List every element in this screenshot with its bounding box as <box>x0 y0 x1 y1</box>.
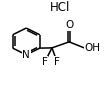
Text: HCl: HCl <box>50 1 71 14</box>
Text: OH: OH <box>85 43 101 53</box>
Text: F: F <box>54 57 60 67</box>
Text: F: F <box>42 57 48 67</box>
Text: N: N <box>22 50 30 60</box>
Text: O: O <box>65 21 73 30</box>
